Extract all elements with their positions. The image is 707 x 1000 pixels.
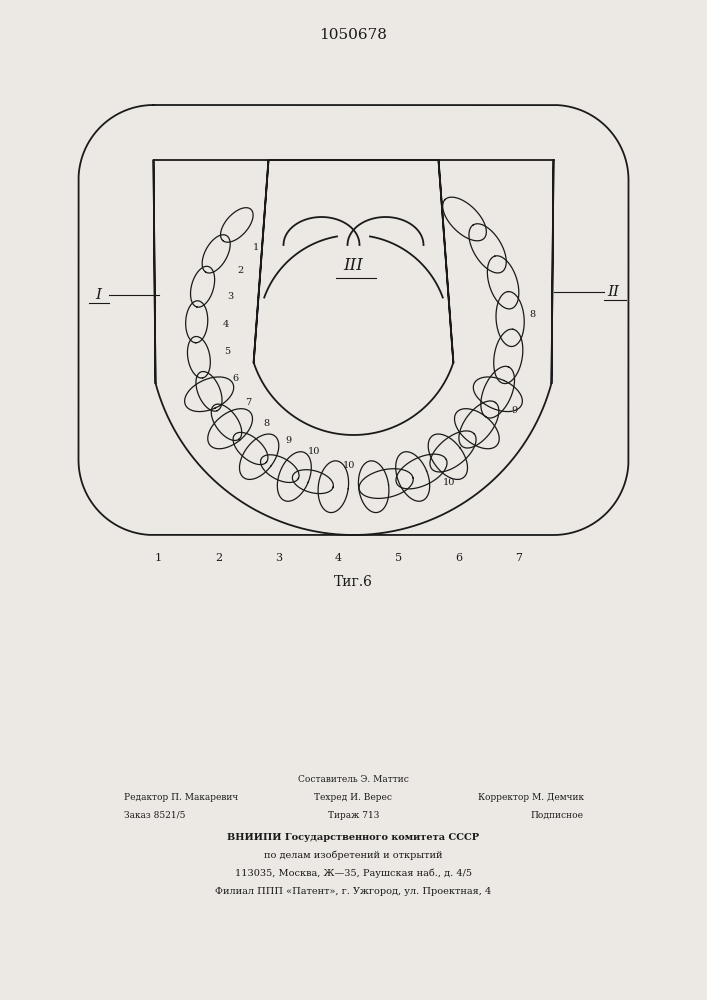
Text: Редактор П. Макаревич: Редактор П. Макаревич <box>124 792 238 802</box>
Text: 7: 7 <box>245 398 252 407</box>
Text: ВНИИПИ Государственного комитета СССР: ВНИИПИ Государственного комитета СССР <box>228 832 479 842</box>
Text: I: I <box>95 288 102 302</box>
Text: 8: 8 <box>530 310 536 319</box>
Text: 4: 4 <box>335 553 342 563</box>
Text: 10: 10 <box>308 447 320 456</box>
Text: 113035, Москва, Ж—35, Раушская наб., д. 4/5: 113035, Москва, Ж—35, Раушская наб., д. … <box>235 868 472 878</box>
Text: 2: 2 <box>237 266 243 275</box>
Text: Тираж 713: Тираж 713 <box>328 810 379 820</box>
Text: 2: 2 <box>215 553 222 563</box>
Text: 8: 8 <box>263 419 269 428</box>
Text: II: II <box>607 285 619 299</box>
Text: 10: 10 <box>443 478 455 487</box>
Text: Корректор М. Демчик: Корректор М. Демчик <box>477 792 583 802</box>
Text: 5: 5 <box>395 553 402 563</box>
Text: 9: 9 <box>512 406 518 415</box>
Text: Τиг.6: Τиг.6 <box>334 575 373 589</box>
Text: 3: 3 <box>227 292 233 301</box>
Text: 4: 4 <box>223 320 229 329</box>
Text: III: III <box>344 256 363 273</box>
Text: 9: 9 <box>286 436 292 445</box>
Text: Заказ 8521/5: Заказ 8521/5 <box>124 810 185 820</box>
Text: Подписное: Подписное <box>530 810 583 820</box>
Text: 10: 10 <box>342 460 355 470</box>
Text: 6: 6 <box>455 553 462 563</box>
Text: по делам изобретений и открытий: по делам изобретений и открытий <box>264 850 443 860</box>
Text: 6: 6 <box>232 374 238 383</box>
Text: 1050678: 1050678 <box>320 28 387 42</box>
Text: 3: 3 <box>275 553 282 563</box>
Text: 1: 1 <box>155 553 162 563</box>
Text: Составитель Э. Маттис: Составитель Э. Маттис <box>298 774 409 784</box>
Text: 5: 5 <box>224 347 230 356</box>
Text: 7: 7 <box>515 553 522 563</box>
Text: Филиал ППП «Патент», г. Ужгород, ул. Проектная, 4: Филиал ППП «Патент», г. Ужгород, ул. Про… <box>216 886 491 896</box>
Text: 1: 1 <box>252 243 259 252</box>
Text: Техред И. Верес: Техред И. Верес <box>315 792 392 802</box>
